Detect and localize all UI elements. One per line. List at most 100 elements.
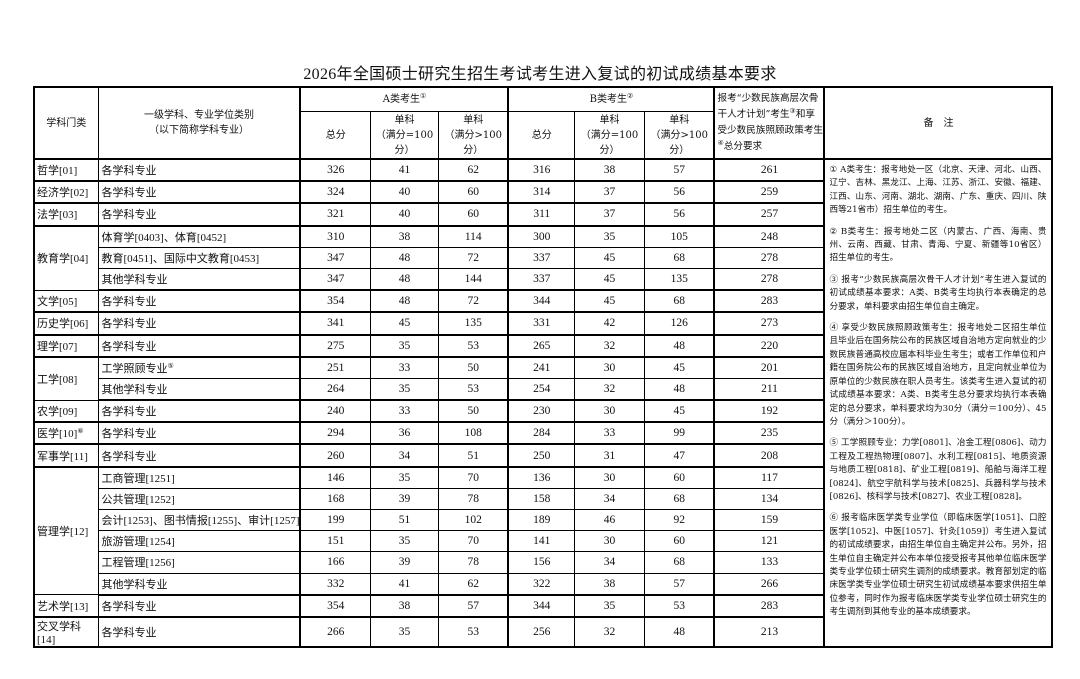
- b-single-100-score: 37: [573, 202, 645, 227]
- b-total-score: 265: [507, 333, 575, 358]
- major-label: 工程管理[1256]: [101, 557, 175, 570]
- category-cell: 艺术学[13]: [33, 594, 99, 618]
- note-item: ⑥ 报考临床医学类专业学位（即临床医学[1051]、口腔医学[1052]、中医[…: [829, 513, 1047, 618]
- b-single-gt100-score: 126: [643, 311, 715, 336]
- header-group-b: B类考生②: [507, 86, 715, 112]
- minority-total-score: 133: [713, 551, 825, 574]
- b-single-100-score: 30: [573, 466, 645, 489]
- b-single-gt100-score: 47: [643, 443, 715, 468]
- minority-total-score: 283: [713, 289, 825, 314]
- header-major-line2: （以下简称学科专业）: [148, 125, 249, 136]
- a-total-score: 266: [299, 616, 371, 648]
- category-cell: 管理学[12]: [33, 466, 99, 596]
- minority-total-score: 117: [713, 466, 825, 489]
- major-cell: 其他学科专业: [97, 267, 301, 292]
- a-total-score: 294: [299, 421, 371, 446]
- category-label: 艺术学[13]: [37, 600, 89, 613]
- a-single-100-score: 40: [369, 202, 439, 227]
- b-single-gt100-score: 45: [643, 399, 715, 424]
- b-single-gt100-score: 48: [643, 377, 715, 402]
- a-total-score: 168: [299, 487, 371, 511]
- page-title: 2026年全国硕士研究生招生考试考生进入复试的初试成绩基本要求: [303, 66, 777, 83]
- notes-cell: ① A类考生：报考地处一区（北京、天津、河北、山西、辽宁、吉林、黑龙江、上海、江…: [823, 158, 1053, 648]
- b-total-score: 316: [507, 158, 575, 183]
- b-total-score: 158: [507, 487, 575, 511]
- b-total-score: 344: [507, 289, 575, 314]
- b-total-score: 230: [507, 399, 575, 424]
- table-row: 管理学[12] 工商管理[1251] 146 35 70 136 30 60 117: [33, 466, 1052, 596]
- major-label: 各学科专业: [101, 600, 157, 613]
- b-single-100-score: 45: [573, 267, 645, 292]
- b-single-100-score: 32: [573, 333, 645, 358]
- category-label: 医学[10]: [37, 428, 78, 441]
- b-single-100-score: 32: [573, 616, 645, 648]
- b-total-score: 284: [507, 421, 575, 446]
- major-cell: 各学科专业: [97, 421, 301, 446]
- category-label: 工学[08]: [37, 373, 78, 386]
- b-single-gt100-score: 48: [643, 616, 715, 648]
- a-total-score: 199: [299, 508, 371, 532]
- group-b-label: B类考生: [589, 94, 628, 105]
- category-label: 法学[03]: [37, 209, 78, 222]
- table-row: 法学[03] 各学科专业 321 40 60 311 37 56 257: [33, 202, 1052, 227]
- table-row: 其他学科专业 332 41 62 322 38 57 266: [34, 572, 1052, 596]
- a-single-100-score: 35: [369, 530, 439, 553]
- b-single-100-score: 45: [573, 246, 645, 269]
- table-row: 医学[10]⑥ 各学科专业 294 36 108 284 33 99 235: [33, 421, 1052, 446]
- table-row: 旅游管理[1254] 151 35 70 141 30 60 121: [34, 530, 1052, 553]
- note-item: ① A类考生：报考地处一区（北京、天津、河北、山西、辽宁、吉林、黑龙江、上海、江…: [829, 165, 1047, 216]
- group-b-note-marker: ②: [627, 92, 634, 100]
- b-single-100-score: 30: [573, 356, 645, 379]
- a-single-100-score: 51: [369, 508, 439, 532]
- label: 单科: [394, 114, 415, 126]
- note-item: ⑤ 工学照顾专业：力学[0801]、冶金工程[0806]、动力工程及工程热物理[…: [829, 438, 1047, 502]
- b-single-100-score: 38: [573, 158, 645, 183]
- a-single-gt100-score: 70: [437, 530, 509, 553]
- b-total-score: 311: [507, 202, 575, 227]
- major-label: 体育学[0403]、体育[0452]: [101, 231, 227, 244]
- category-cell: 理学[07]: [33, 333, 99, 358]
- major-label: 其他学科专业: [101, 383, 168, 396]
- table-row: 工程管理[1256] 166 39 78 156 34 68 133: [34, 551, 1052, 574]
- label: 单科: [463, 114, 484, 126]
- a-total-score: 151: [299, 530, 371, 553]
- major-cell: 其他学科专业: [97, 572, 301, 596]
- major-cell: 各学科专业: [97, 158, 301, 183]
- major-cell: 各学科专业: [97, 399, 301, 424]
- b-single-gt100-score: 56: [643, 202, 715, 227]
- a-total-score: 324: [299, 180, 371, 205]
- major-cell: 工程管理[1256]: [97, 551, 301, 574]
- minority-total-score: 220: [713, 333, 825, 358]
- a-single-gt100-score: 70: [437, 466, 509, 489]
- a-single-gt100-score: 108: [437, 421, 509, 446]
- table-row: 工学[08] 工学照顾专业⑤ 251 33 50 241 30 45 201: [33, 356, 1052, 401]
- major-cell: 会计[1253]、图书情报[1255]、审计[1257]: [97, 508, 301, 532]
- major-label: 各学科专业: [101, 340, 157, 353]
- major-label: 工商管理[1251]: [101, 472, 175, 485]
- b-single-100-score: 42: [573, 311, 645, 336]
- minority-total-score: 273: [713, 311, 825, 336]
- a-single-100-score: 35: [369, 333, 439, 358]
- a-single-100-score: 38: [369, 225, 439, 248]
- major-label: 各学科专业: [101, 626, 157, 639]
- minority-text-2: 和享受少数民族照顾政策考生: [717, 109, 824, 136]
- a-single-gt100-score: 60: [437, 202, 509, 227]
- b-single-gt100-score: 57: [643, 158, 715, 183]
- header-major: 一级学科、专业学位类别 （以下简称学科专业）: [97, 86, 301, 160]
- a-single-100-score: 39: [369, 487, 439, 511]
- table-body: 哲学[01] 各学科专业 326 41 62 316 38 57 261 ① A类考生：报考地处一…: [33, 158, 1053, 648]
- a-single-100-score: 48: [369, 267, 439, 292]
- header-a-total: 总分: [299, 111, 371, 160]
- major-cell: 旅游管理[1254]: [97, 530, 301, 553]
- minority-total-score: 213: [713, 616, 825, 648]
- major-label: 各学科专业: [101, 450, 157, 463]
- table-row: 文学[05] 各学科专业 354 48 72 344 45 68 283: [33, 289, 1052, 314]
- b-single-gt100-score: 68: [643, 551, 715, 574]
- label: （满分=100分）: [375, 129, 434, 156]
- minority-total-score: 201: [713, 356, 825, 379]
- b-single-100-score: 30: [573, 530, 645, 553]
- minority-text-1: 报考“少数民族高层次骨干人才计划”考生: [717, 93, 819, 120]
- minority-total-score: 278: [713, 246, 825, 269]
- minority-total-score: 257: [713, 202, 825, 227]
- a-total-score: 251: [299, 356, 371, 379]
